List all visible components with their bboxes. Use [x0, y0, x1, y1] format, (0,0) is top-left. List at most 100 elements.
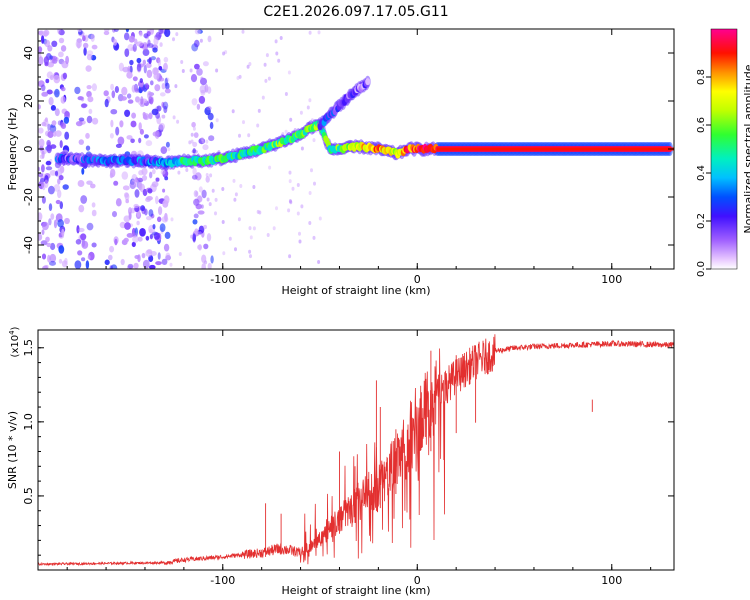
noise-blob — [158, 206, 163, 216]
noise-blob — [296, 211, 300, 216]
noise-blob — [161, 83, 166, 90]
noise-blob — [103, 30, 110, 36]
noise-blob — [268, 165, 272, 170]
noise-blob — [189, 68, 193, 73]
noise-blob — [64, 131, 70, 140]
noise-blob — [141, 252, 146, 259]
noise-blob — [50, 242, 56, 251]
noise-blob — [46, 242, 52, 248]
noise-blob — [145, 235, 150, 241]
noise-blob — [160, 169, 166, 175]
noise-blob — [221, 187, 225, 191]
noise-blob — [153, 37, 159, 46]
noise-blob — [77, 180, 85, 187]
noise-blob — [308, 221, 312, 225]
snr-x-label: Height of straight line (km) — [281, 584, 430, 597]
noise-blob — [151, 168, 156, 175]
noise-blob — [180, 60, 184, 64]
noise-blob — [232, 178, 236, 183]
noise-blob — [299, 110, 303, 115]
noise-blob — [77, 250, 83, 256]
noise-blob — [192, 141, 198, 148]
noise-blob — [115, 198, 122, 207]
noise-blob — [110, 119, 114, 128]
noise-blob — [157, 59, 162, 67]
noise-blob — [62, 184, 69, 190]
noise-blob — [82, 35, 86, 42]
noise-blob — [53, 184, 61, 192]
noise-blob — [124, 109, 131, 118]
noise-blob — [300, 146, 304, 151]
noise-blob — [275, 51, 279, 56]
noise-blob — [209, 121, 214, 130]
noise-blob — [132, 43, 137, 53]
noise-blob — [137, 236, 143, 242]
colorbar-tick-label: 0.8 — [696, 69, 707, 85]
snr-y-tick-label: 1.0 — [22, 413, 35, 431]
spectrogram-y-tick-label: -20 — [22, 188, 35, 206]
noise-blob — [131, 174, 138, 183]
noise-blob — [128, 207, 132, 216]
noise-blob — [203, 243, 209, 250]
noise-blob — [234, 247, 237, 252]
noise-blob — [152, 131, 159, 137]
noise-blob — [209, 173, 213, 178]
noise-blob — [158, 66, 163, 71]
spectrogram-x-tick-label: 0 — [414, 273, 421, 286]
noise-blob — [308, 30, 312, 35]
noise-blob — [157, 252, 161, 260]
colorbar-tick-label: 0.4 — [696, 165, 707, 181]
noise-blob — [158, 29, 164, 35]
snr-series-line — [38, 334, 674, 567]
noise-blob — [193, 198, 200, 206]
noise-blob — [211, 188, 215, 193]
noise-blob — [104, 98, 109, 108]
spectrogram-x-axis: -100 0 100 — [66, 29, 652, 286]
noise-blob — [47, 45, 53, 52]
noise-blob — [205, 139, 209, 144]
noise-blob — [133, 262, 139, 269]
noise-blob — [288, 199, 292, 204]
noise-blob — [127, 44, 134, 51]
noise-blob — [49, 170, 57, 176]
noise-blob — [64, 217, 70, 225]
noise-blob — [124, 222, 131, 230]
noise-blob — [289, 117, 293, 122]
noise-blob — [138, 137, 142, 144]
noise-blob — [206, 197, 210, 202]
noise-blob — [38, 212, 43, 221]
noise-blob — [308, 98, 312, 103]
noise-blob — [210, 255, 214, 264]
noise-blob — [198, 186, 203, 193]
noise-blob — [75, 39, 82, 49]
noise-blob — [133, 179, 139, 187]
noise-blob — [41, 229, 45, 235]
noise-blob — [241, 29, 245, 34]
noise-blob — [63, 116, 70, 124]
noise-blob — [55, 199, 61, 205]
noise-blob — [150, 80, 154, 86]
noise-blob — [204, 260, 208, 265]
noise-blob — [153, 232, 160, 240]
noise-blob — [139, 31, 143, 37]
spectrogram-y-tick-label: 0 — [22, 146, 35, 153]
spectrogram-x-label: Height of straight line (km) — [281, 284, 430, 297]
noise-blob — [126, 93, 132, 99]
noise-blob — [153, 72, 160, 80]
noise-blob — [47, 131, 54, 138]
noise-blob — [58, 258, 63, 264]
noise-blob — [41, 121, 47, 127]
snr-x-tick-label: 100 — [601, 574, 622, 587]
noise-blob — [201, 263, 206, 269]
noise-blob — [90, 33, 95, 43]
noise-blob — [136, 41, 144, 47]
noise-blob — [140, 96, 144, 105]
noise-blob — [46, 89, 53, 95]
noise-blob — [46, 71, 54, 79]
noise-blob — [149, 234, 153, 240]
noise-blob — [274, 39, 278, 44]
noise-blob — [86, 85, 92, 90]
noise-blob — [42, 265, 48, 269]
noise-blob — [155, 195, 159, 205]
noise-blob — [150, 56, 156, 61]
